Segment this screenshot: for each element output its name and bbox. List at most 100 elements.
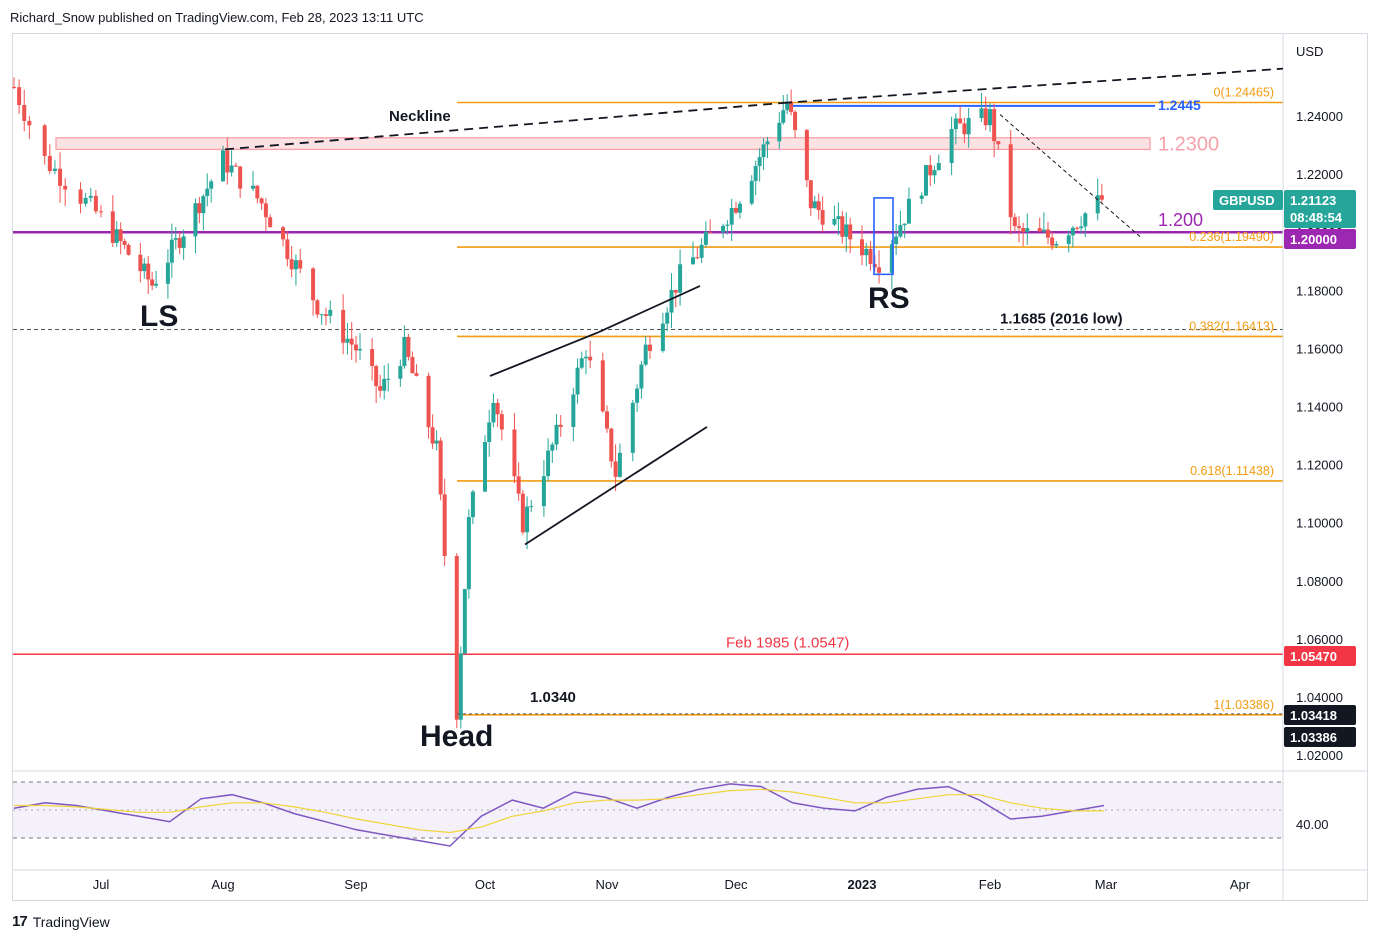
candle [579, 351, 584, 370]
candle-body [434, 440, 439, 444]
candle-body [924, 165, 928, 196]
candle [721, 223, 726, 239]
candle-body [571, 394, 576, 427]
candle-body [958, 118, 963, 124]
x-tick-label: 2023 [848, 877, 877, 892]
candle-body [765, 141, 770, 145]
candle [729, 198, 734, 242]
rsi-line [13, 783, 1105, 847]
candle [126, 243, 131, 256]
candle-body [635, 388, 640, 403]
candle-body [789, 101, 794, 112]
tradingview-logo[interactable]: 17 TradingView [12, 913, 110, 930]
candle [47, 144, 52, 174]
candle-body [860, 239, 864, 256]
candle [466, 509, 471, 599]
wedge-upper-2 [597, 285, 701, 334]
candle-body [298, 260, 303, 269]
y-tick-label: 1.12000 [1296, 458, 1343, 473]
candle [1008, 129, 1013, 235]
candle-body [816, 201, 821, 211]
candle-body [983, 108, 988, 126]
right-shoulder-label: RS [868, 282, 910, 315]
candle-body [438, 440, 443, 495]
candle [617, 443, 622, 478]
candle-body [550, 444, 555, 451]
chart-frame[interactable] [12, 33, 1368, 901]
candle [58, 152, 63, 203]
candle [88, 188, 93, 202]
candle [804, 128, 809, 188]
candle-body [1046, 229, 1050, 238]
candle-body [1054, 243, 1059, 246]
candle-body [1079, 226, 1084, 229]
candle [669, 273, 674, 328]
candle [550, 442, 555, 463]
candle-body [323, 314, 328, 316]
candle [571, 387, 576, 442]
candle [936, 154, 941, 171]
candle [1075, 226, 1079, 231]
candle [781, 95, 786, 125]
candle [979, 92, 984, 123]
candle-body [315, 300, 320, 315]
candle-body [349, 338, 354, 345]
candle [438, 437, 443, 501]
candle [761, 138, 766, 171]
candle-body [426, 375, 431, 428]
candle [52, 160, 57, 175]
candle [150, 271, 155, 291]
candle-body [721, 225, 726, 233]
wedge-upper-1 [489, 331, 599, 377]
fib-level-label: 1(1.03386) [1214, 698, 1274, 712]
candle [1070, 225, 1075, 248]
candle-body [695, 257, 700, 259]
currency-label: USD [1296, 44, 1323, 59]
main-pane [12, 77, 1283, 729]
low-2-tag-bg [1284, 727, 1356, 747]
candle [558, 415, 563, 437]
neckline-extension [782, 67, 1284, 104]
candle-body [877, 267, 882, 273]
y-tick-label: 1.06000 [1296, 632, 1343, 647]
candle [958, 106, 963, 124]
high-level-label: 1.2445 [1158, 97, 1201, 113]
candle-body [454, 556, 459, 720]
candle [315, 299, 320, 318]
candle [233, 162, 238, 168]
candle-body [979, 108, 984, 119]
candle [966, 107, 971, 148]
candle [263, 198, 268, 232]
candle [138, 242, 143, 283]
candle [255, 184, 260, 204]
candle [588, 340, 593, 369]
candle-body [173, 238, 178, 240]
candle-body [708, 231, 713, 233]
candle-body [255, 185, 260, 199]
candle [988, 103, 992, 132]
candle [1046, 221, 1050, 245]
candle [169, 223, 174, 278]
candle [708, 219, 713, 233]
candle [600, 352, 605, 413]
candle-body [114, 229, 119, 243]
candle [17, 79, 22, 114]
candle [820, 196, 825, 233]
y-tick-label: 1.14000 [1296, 400, 1343, 415]
candle-body [1083, 213, 1088, 227]
last-price-tag: 1.21123 08:48:54 [1284, 190, 1356, 228]
candle-body [12, 86, 16, 88]
candle [840, 210, 845, 244]
candle-body [487, 422, 492, 442]
candle [605, 405, 609, 433]
candle-body [410, 356, 415, 374]
level-1985-tag-bg [1284, 646, 1356, 666]
candle-body [777, 122, 782, 142]
candle [949, 116, 954, 176]
candle-body [660, 323, 665, 351]
candle-body [579, 358, 584, 368]
candle-body [83, 197, 88, 204]
candle [434, 430, 439, 451]
candle [146, 255, 151, 295]
